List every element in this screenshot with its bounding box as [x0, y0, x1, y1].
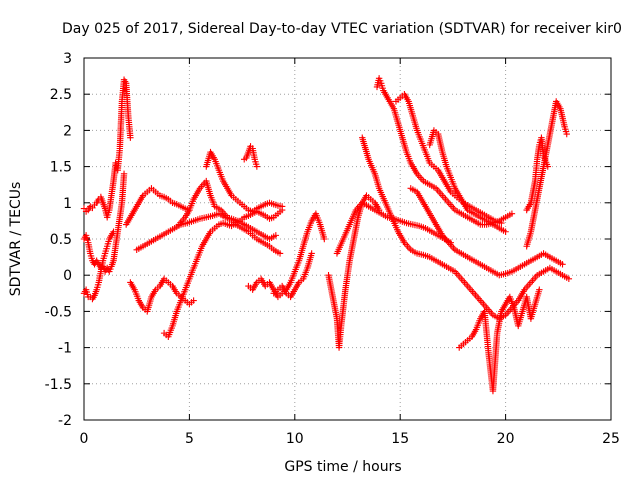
series-arc-n — [333, 199, 454, 257]
series-arc-a — [80, 76, 134, 221]
grid — [84, 58, 611, 420]
y-tick-label: 0.5 — [50, 232, 72, 248]
series-arc-c — [80, 228, 117, 303]
series-arc-k — [245, 210, 328, 301]
x-tick-label: 25 — [602, 431, 620, 447]
data-point — [502, 228, 509, 235]
data-point — [321, 235, 328, 243]
y-tick-label: 3 — [63, 51, 72, 67]
series-arc-b — [80, 170, 128, 275]
data-point — [120, 170, 128, 178]
data-point — [536, 286, 543, 293]
series-arc-u — [523, 98, 570, 250]
series-arc-t — [456, 286, 543, 395]
series-arc-j — [241, 143, 261, 170]
y-tick-label: 0 — [63, 268, 72, 284]
x-axis-label: GPS time / hours — [284, 459, 401, 475]
series-arc-q — [359, 134, 573, 322]
series-arc-r — [407, 185, 566, 279]
data-point — [565, 275, 573, 283]
y-tick-label: -2 — [58, 413, 72, 429]
series-arc-l — [270, 250, 315, 301]
series-arc-o — [373, 75, 516, 228]
data-point — [127, 134, 134, 141]
series-arc-f — [133, 210, 280, 254]
data-point — [498, 219, 505, 227]
data-point — [508, 210, 516, 217]
x-tick-label: 5 — [185, 431, 194, 447]
x-tick-label: 0 — [80, 431, 89, 447]
y-axis-label: SDTVAR / TECUs — [8, 182, 24, 297]
data-point — [278, 203, 286, 210]
data-points — [80, 75, 573, 395]
series-arc-d — [122, 185, 193, 228]
y-tick-label: -0.5 — [45, 304, 72, 320]
series-arc-v — [523, 134, 551, 214]
plot-frame — [83, 57, 612, 421]
series-arc-g — [160, 206, 286, 340]
axis-ticks: 0 5 10 15 20 25 -2 -1.5 -1 -0.5 0 0.5 1 1.5 2 2.5 3 — [45, 51, 620, 447]
chart-title: Day 025 of 2017, Sidereal Day-to-day VTE… — [62, 21, 622, 37]
y-tick-label: 2.5 — [50, 87, 72, 103]
y-tick-label: 1.5 — [50, 160, 72, 176]
series-arc-s — [426, 127, 509, 235]
data-point — [559, 261, 566, 268]
data-point — [276, 250, 284, 257]
series-arc-h — [175, 177, 284, 257]
y-tick-label: -1 — [58, 341, 72, 357]
data-point — [563, 130, 570, 138]
x-tick-label: 15 — [391, 431, 409, 447]
y-tick-label: 1 — [63, 196, 72, 212]
data-point — [110, 228, 117, 235]
x-tick-label: 10 — [286, 431, 304, 447]
x-tick-label: 20 — [497, 431, 515, 447]
data-point — [272, 232, 280, 239]
data-point — [190, 297, 197, 304]
series-arc-e — [127, 275, 197, 315]
data-point — [308, 250, 315, 257]
y-tick-label: -1.5 — [45, 377, 72, 393]
y-tick-label: 2 — [63, 123, 72, 139]
series-arc-i — [203, 148, 286, 215]
data-point — [544, 163, 551, 170]
series-arc-m — [325, 192, 383, 351]
data-point — [253, 163, 261, 170]
